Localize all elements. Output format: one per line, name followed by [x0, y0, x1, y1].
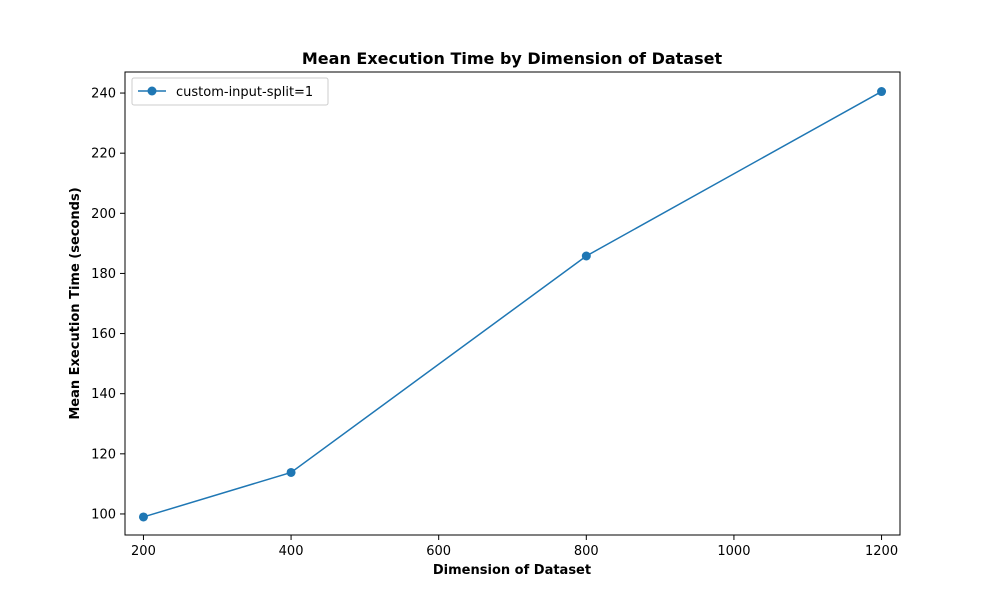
y-axis-label: Mean Execution Time (seconds) [68, 187, 83, 419]
y-tick-label: 120 [91, 447, 116, 462]
data-point [138, 512, 148, 522]
x-tick-label: 600 [426, 544, 451, 559]
y-tick-label: 180 [91, 267, 116, 282]
x-axis-label: Dimension of Dataset [433, 563, 591, 578]
y-tick-label: 160 [91, 327, 116, 342]
y-tick-label: 220 [91, 147, 116, 162]
plot-frame [124, 71, 901, 536]
x-tick-label: 200 [131, 544, 156, 559]
x-tick-label: 400 [279, 544, 304, 559]
y-tick-label: 140 [91, 387, 116, 402]
x-tick-label: 1200 [865, 544, 898, 559]
y-axis-ticks: 100 120 140 160 180 200 220 240 [91, 87, 125, 522]
chart-title: Mean Execution Time by Dimension of Data… [302, 49, 723, 68]
x-tick-label: 800 [574, 544, 599, 559]
data-point [286, 467, 296, 477]
y-tick-label: 240 [91, 87, 116, 102]
data-point [877, 87, 887, 97]
x-tick-label: 1000 [717, 544, 750, 559]
legend-box [131, 77, 329, 106]
series-line [143, 90, 882, 518]
y-tick-label: 200 [91, 207, 116, 222]
legend-label: custom-input-split=1 [176, 85, 313, 100]
legend: custom-input-split=1 [131, 77, 329, 106]
series-layer [138, 87, 887, 522]
x-axis-ticks: 200 400 600 800 1000 1200 [131, 535, 898, 559]
legend-point-marker [147, 86, 157, 96]
data-point [581, 251, 591, 261]
y-tick-label: 100 [91, 507, 116, 522]
